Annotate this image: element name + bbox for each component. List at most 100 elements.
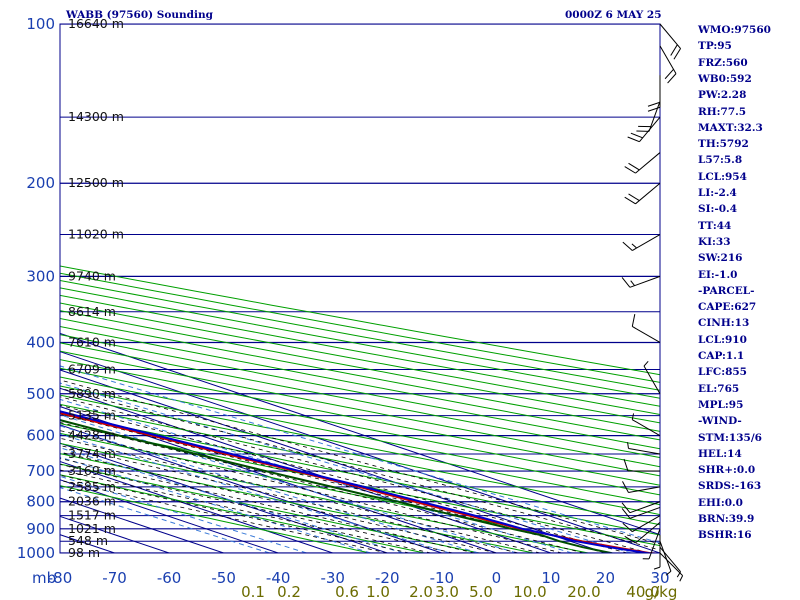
pressure-label-1000: 1000 (17, 544, 55, 562)
height-label-450: 6709 m (68, 362, 116, 377)
wind-barb-600 (631, 413, 661, 437)
height-label-900: 1021 m (68, 521, 116, 536)
index-item: MAXT:32.3 (698, 121, 763, 134)
mixing-ratio-0.2 (60, 475, 307, 553)
wind-barb-staff (659, 541, 672, 572)
height-label-600: 4428 m (68, 428, 116, 443)
mixing-ratio-label-2: 0.6 (335, 583, 359, 600)
dry-adiabat-330 (60, 403, 660, 526)
wind-barb-125 (647, 75, 661, 112)
dry-adiabat-250 (60, 485, 373, 553)
temperature-label--40: -40 (266, 569, 291, 587)
wind-barb-staff (628, 447, 661, 455)
wind-barb-100 (659, 23, 681, 60)
wind-barb-staff (659, 23, 681, 49)
wind-barbs (621, 23, 684, 582)
temperature-label--50: -50 (211, 569, 236, 587)
pressure-label-900: 900 (26, 520, 55, 538)
index-item: CINH:13 (698, 317, 750, 330)
index-item: STM:135/6 (698, 431, 762, 444)
index-item: L57:5.8 (698, 154, 743, 167)
index-item: SHR+:0.0 (698, 464, 756, 477)
wind-barb-flag (623, 458, 629, 472)
index-item: FRZ:560 (698, 56, 748, 69)
mixing-ratio-label-1: 0.2 (277, 583, 301, 600)
index-item: SW:216 (698, 252, 743, 265)
moist-adiabat-8 (60, 437, 541, 553)
height-label-100: 16640 m (68, 16, 124, 31)
mixing-ratio-label-10: g/kg (645, 583, 678, 600)
isotherm-30 (60, 351, 660, 553)
pressure-label-400: 400 (26, 333, 55, 351)
wind-barb-flag (621, 277, 631, 288)
wind-barb-flag (667, 73, 677, 84)
dry-adiabat-280 (60, 453, 537, 553)
wind-barb-staff (632, 234, 661, 251)
wind-barb-half-flag (679, 575, 684, 582)
pressure-unit-label: mb (32, 569, 56, 587)
sounding-profiles (60, 410, 656, 553)
wind-barb-200 (624, 182, 661, 205)
mixing-ratio-20 (60, 382, 632, 553)
wind-barb-250 (622, 234, 661, 251)
index-item: LCL:910 (698, 333, 747, 346)
wind-barb-900 (642, 528, 661, 560)
wind-barb-flag (624, 196, 636, 205)
wind-barb-staff (635, 182, 661, 205)
index-item: RH:77.5 (698, 105, 747, 118)
wind-barb-400 (631, 313, 661, 343)
mixing-ratio-label-5: 3.0 (435, 583, 459, 600)
mixing-ratio-label-4: 2.0 (409, 583, 433, 600)
index-item: TH:5792 (698, 138, 749, 151)
wind-barb-flag (621, 502, 631, 513)
height-label-1000: 98 m (68, 545, 100, 560)
index-item: SI:-0.4 (698, 203, 737, 216)
index-item: EI:-1.0 (698, 268, 738, 281)
wind-barb-half-flag (627, 442, 629, 449)
wind-barb-flag (622, 522, 633, 533)
temperature-label-30: 30 (650, 569, 669, 587)
wind-barb-650 (627, 442, 661, 455)
isotherm--30 (60, 460, 333, 553)
temperature-label--80: -80 (48, 569, 73, 587)
wind-barb-1000 (659, 552, 684, 582)
wind-barb-flag (621, 508, 631, 519)
wind-barb-half-flag (643, 360, 649, 367)
height-label-300: 9740 m (68, 268, 116, 283)
wind-barb-staff (648, 101, 661, 132)
pressure-label-500: 500 (26, 385, 55, 403)
wind-barb-flag (630, 132, 643, 139)
isotherm-20 (60, 369, 606, 553)
index-item: -PARCEL- (698, 284, 755, 297)
height-label-950: 548 m (68, 533, 108, 548)
moist-adiabat-16 (60, 422, 584, 553)
wind-barb-half-flag (676, 571, 681, 578)
wind-barb-flag (624, 166, 636, 174)
isotherm--10 (60, 424, 442, 553)
wind-barb-750 (622, 481, 661, 493)
mixing-ratio-label-9: 40.0 (626, 583, 659, 600)
mixing-ratio-label-3: 1.0 (366, 583, 390, 600)
index-item: LI:-2.4 (698, 187, 737, 199)
index-item: EL:765 (698, 382, 740, 395)
valid-time: 0000Z 6 MAY 25 (565, 9, 662, 21)
mixing-ratio-label-8: 20.0 (567, 583, 600, 600)
wind-barb-flag (627, 136, 640, 143)
index-item: KI:33 (698, 235, 731, 248)
wind-barb-half-flag (653, 566, 661, 570)
wind-barb-500 (643, 360, 661, 395)
wind-barb-staff (629, 501, 661, 514)
index-item: EHI:0.0 (698, 496, 743, 509)
mixing-ratio-label-6: 5.0 (469, 583, 493, 600)
index-item: LCL:954 (698, 170, 747, 183)
wind-barb-staff (628, 486, 661, 493)
wind-barb-half-flag (631, 243, 637, 249)
height-label-550: 5135 m (68, 408, 116, 423)
index-item: WB0:592 (698, 72, 752, 85)
dry-adiabat-350 (60, 385, 660, 506)
index-item: WMO:97560 (698, 24, 771, 36)
station-title: WABB (97560) Sounding (66, 9, 213, 21)
height-label-200: 12500 m (68, 175, 124, 190)
temperature-label--70: -70 (102, 569, 127, 587)
